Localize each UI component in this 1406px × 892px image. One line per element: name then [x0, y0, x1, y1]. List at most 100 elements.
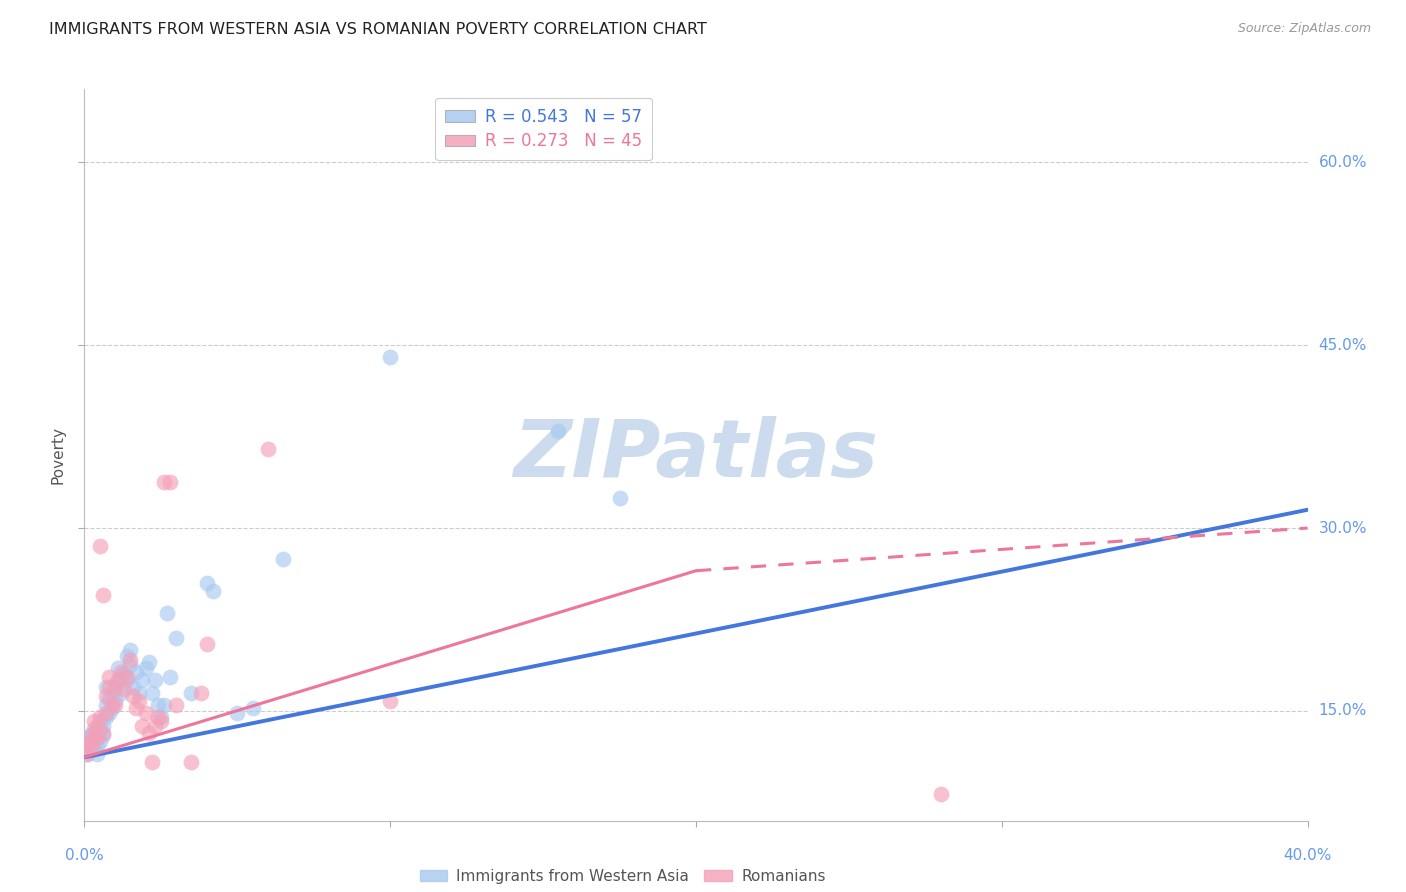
- Point: [547, 424, 569, 438]
- Point: [104, 694, 127, 708]
- Point: [101, 686, 124, 700]
- Text: IMMIGRANTS FROM WESTERN ASIA VS ROMANIAN POVERTY CORRELATION CHART: IMMIGRANTS FROM WESTERN ASIA VS ROMANIAN…: [49, 22, 707, 37]
- Point: [141, 686, 163, 700]
- Point: [159, 670, 181, 684]
- Point: [104, 681, 127, 696]
- Point: [83, 734, 105, 748]
- Point: [76, 738, 98, 752]
- Point: [125, 701, 148, 715]
- Point: [138, 655, 160, 669]
- Point: [135, 706, 157, 721]
- Point: [112, 667, 135, 681]
- Point: [146, 710, 169, 724]
- Point: [120, 657, 142, 672]
- Point: [135, 661, 157, 675]
- Text: ZIPatlas: ZIPatlas: [513, 416, 879, 494]
- Point: [104, 680, 127, 694]
- Point: [110, 686, 132, 700]
- Point: [91, 588, 114, 602]
- Point: [195, 637, 218, 651]
- Point: [94, 710, 117, 724]
- Point: [86, 740, 108, 755]
- Point: [609, 491, 631, 505]
- Point: [107, 673, 129, 688]
- Point: [89, 539, 111, 553]
- Point: [86, 718, 108, 732]
- Point: [380, 694, 402, 708]
- Point: [79, 743, 101, 757]
- Point: [91, 728, 114, 742]
- Point: [91, 718, 114, 732]
- Point: [143, 718, 166, 732]
- Point: [257, 442, 280, 456]
- Text: 40.0%: 40.0%: [1284, 848, 1331, 863]
- Point: [112, 681, 135, 696]
- Point: [146, 698, 169, 712]
- Y-axis label: Poverty: Poverty: [51, 425, 66, 484]
- Point: [180, 755, 202, 769]
- Point: [97, 691, 120, 706]
- Point: [153, 698, 176, 712]
- Point: [107, 673, 129, 688]
- Point: [242, 701, 264, 715]
- Point: [115, 670, 138, 684]
- Point: [94, 690, 117, 704]
- Point: [159, 475, 181, 489]
- Point: [122, 680, 145, 694]
- Legend: Immigrants from Western Asia, Romanians: Immigrants from Western Asia, Romanians: [413, 863, 832, 890]
- Point: [143, 673, 166, 688]
- Point: [91, 726, 114, 740]
- Point: [83, 723, 105, 737]
- Point: [120, 643, 142, 657]
- Point: [201, 584, 224, 599]
- Point: [107, 661, 129, 675]
- Point: [97, 706, 120, 721]
- Text: 60.0%: 60.0%: [1319, 155, 1367, 169]
- Text: 0.0%: 0.0%: [65, 848, 104, 863]
- Point: [165, 698, 187, 712]
- Point: [195, 576, 218, 591]
- Point: [945, 828, 967, 842]
- Point: [97, 670, 120, 684]
- Point: [110, 670, 132, 684]
- Point: [120, 653, 142, 667]
- Point: [83, 743, 105, 757]
- Point: [79, 738, 101, 752]
- Point: [94, 698, 117, 712]
- Point: [94, 706, 117, 721]
- Point: [101, 701, 124, 715]
- Point: [226, 706, 249, 721]
- Point: [141, 755, 163, 769]
- Text: 15.0%: 15.0%: [1319, 704, 1367, 718]
- Point: [94, 680, 117, 694]
- Point: [190, 686, 212, 700]
- Point: [110, 665, 132, 679]
- Text: 45.0%: 45.0%: [1319, 338, 1367, 352]
- Point: [115, 673, 138, 688]
- Point: [86, 731, 108, 745]
- Point: [86, 747, 108, 761]
- Point: [89, 734, 111, 748]
- Point: [89, 710, 111, 724]
- Point: [79, 731, 101, 745]
- Point: [149, 714, 172, 728]
- Point: [76, 731, 98, 745]
- Point: [165, 631, 187, 645]
- Point: [115, 649, 138, 664]
- Point: [271, 551, 294, 566]
- Point: [104, 698, 127, 712]
- Point: [929, 787, 952, 801]
- Point: [149, 710, 172, 724]
- Point: [76, 747, 98, 761]
- Text: Source: ZipAtlas.com: Source: ZipAtlas.com: [1237, 22, 1371, 36]
- Point: [128, 694, 150, 708]
- Point: [153, 475, 176, 489]
- Point: [180, 686, 202, 700]
- Point: [89, 714, 111, 728]
- Point: [101, 698, 124, 712]
- Point: [380, 351, 402, 365]
- Point: [89, 723, 111, 737]
- Point: [76, 740, 98, 755]
- Point: [83, 726, 105, 740]
- Point: [128, 686, 150, 700]
